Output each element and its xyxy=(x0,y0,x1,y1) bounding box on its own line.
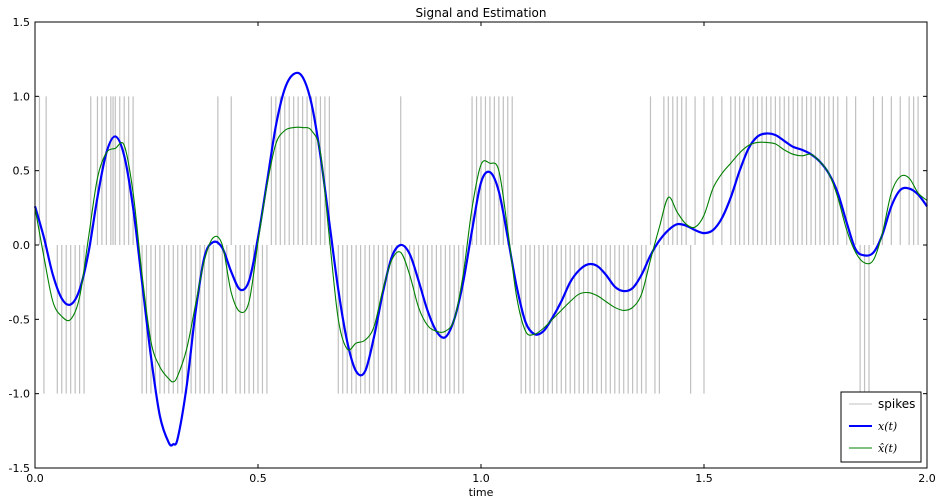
x-tick-label: 0.5 xyxy=(249,472,267,485)
y-tick-label: 1.0 xyxy=(13,90,31,103)
series-line-x xyxy=(33,71,928,447)
y-tick-label: -1.0 xyxy=(9,388,30,401)
x-tick-label: 1.5 xyxy=(695,472,713,485)
line-series xyxy=(33,71,928,447)
y-tick-label: 0.5 xyxy=(13,165,31,178)
y-tick-label: 1.5 xyxy=(13,16,31,29)
legend: spikes x(t) x̂(t) xyxy=(840,391,922,463)
legend-label-x: x(t) xyxy=(878,420,897,433)
axes: 0.0 0.5 1.0 1.5 2.0 -1.5 -1.0 -0.5 0.0 0.5 1.0 1.5 xyxy=(9,16,936,485)
legend-label-spikes: spikes xyxy=(878,397,915,411)
legend-label-xhat: x̂(t) xyxy=(878,442,897,455)
chart-title: Signal and Estimation xyxy=(416,6,547,20)
series-line-xhat xyxy=(34,126,928,383)
y-tick-label: -0.5 xyxy=(9,313,30,326)
y-tick-label: 0.0 xyxy=(13,239,31,252)
y-tick-label: -1.5 xyxy=(9,462,30,475)
x-axis-label: time xyxy=(469,486,494,499)
x-tick-label: 2.0 xyxy=(918,472,936,485)
x-tick-label: 0.0 xyxy=(26,472,44,485)
x-tick-label: 1.0 xyxy=(472,472,490,485)
